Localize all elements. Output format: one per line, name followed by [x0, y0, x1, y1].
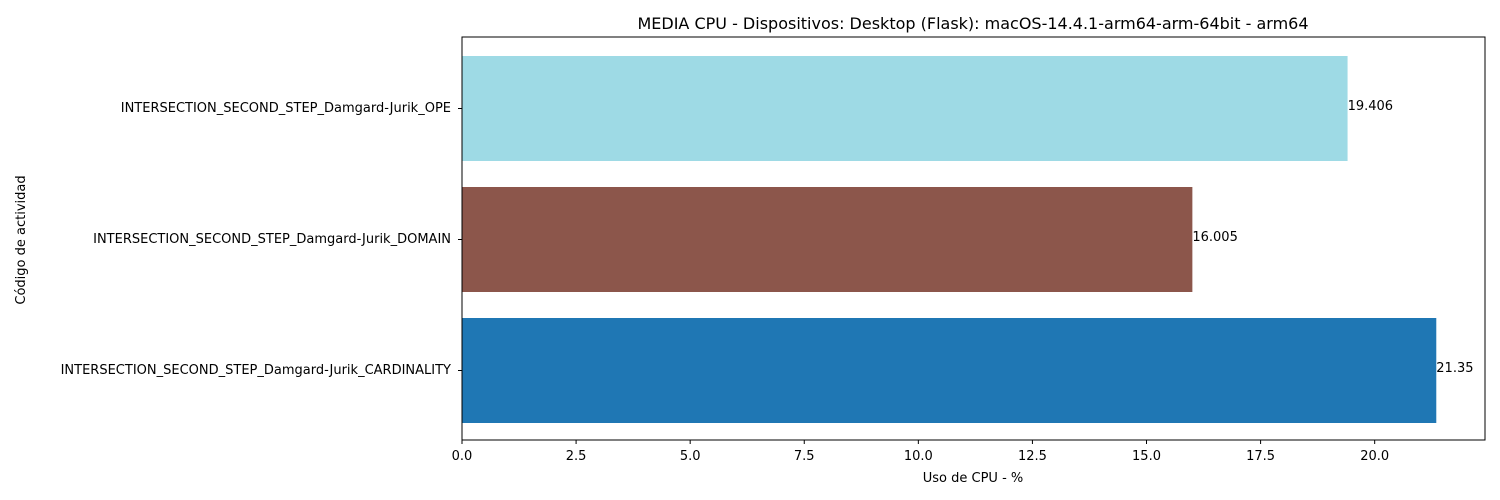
x-tick-label: 0.0	[452, 449, 473, 464]
x-tick-label: 15.0	[1132, 449, 1161, 464]
x-tick-label: 10.0	[904, 449, 933, 464]
y-tick-label: INTERSECTION_SECOND_STEP_Damgard-Jurik_O…	[121, 101, 451, 116]
bar-1	[462, 318, 1437, 423]
x-tick-label: 5.0	[680, 449, 701, 464]
value-label-1: 21.35	[1436, 361, 1473, 376]
value-labels-group: 21.35 16.005 19.406	[1192, 99, 1473, 376]
bar-2	[462, 187, 1193, 292]
bar-3	[462, 56, 1348, 161]
x-tick-label: 2.5	[566, 449, 587, 464]
y-tick-label: INTERSECTION_SECOND_STEP_Damgard-Jurik_D…	[93, 232, 451, 247]
y-axis-label: Código de actividad	[14, 175, 29, 304]
value-label-2: 16.005	[1192, 230, 1238, 245]
bars-group	[462, 56, 1437, 423]
x-tick-label: 20.0	[1360, 449, 1389, 464]
plot-frame	[461, 36, 1486, 441]
x-tick-label: 12.5	[1018, 449, 1047, 464]
y-tick-label: INTERSECTION_SECOND_STEP_Damgard-Jurik_C…	[61, 363, 451, 378]
value-label-3: 19.406	[1348, 99, 1394, 114]
x-tick-label: 7.5	[794, 449, 815, 464]
y-axis: INTERSECTION_SECOND_STEP_Damgard-Jurik_C…	[61, 101, 462, 378]
x-axis: 0.0 2.5 5.0 7.5 10.0 12.5 15.0 17.5 20.0	[452, 440, 1389, 464]
x-axis-label: Uso de CPU - %	[923, 471, 1024, 486]
x-tick-label: 17.5	[1246, 449, 1275, 464]
chart-title: MEDIA CPU - Dispositivos: Desktop (Flask…	[637, 14, 1308, 33]
